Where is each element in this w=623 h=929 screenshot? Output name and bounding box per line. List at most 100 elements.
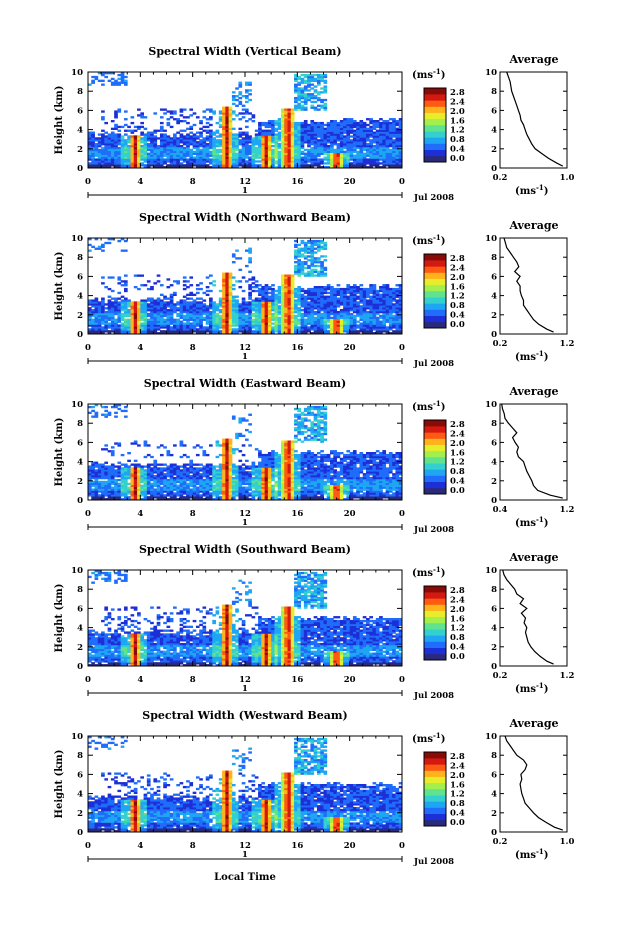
heatmap-cell	[388, 141, 393, 144]
heatmap-cell	[215, 148, 220, 152]
heatmap-cell	[231, 98, 236, 102]
heatmap-cell	[110, 152, 115, 155]
heatmap-cell	[166, 118, 171, 121]
x-tick-label: 4	[137, 343, 143, 353]
heatmap-cell	[271, 307, 275, 310]
heatmap-cell	[130, 324, 135, 327]
heatmap-cell	[392, 123, 396, 127]
heatmap-cell	[398, 287, 403, 291]
heatmap-cell	[326, 127, 331, 130]
heatmap-cell	[267, 287, 272, 291]
heatmap-cell	[88, 144, 92, 148]
heatmap-cell	[189, 310, 194, 314]
heatmap-cell	[346, 129, 351, 132]
heatmap-cell	[182, 287, 187, 291]
heatmap-cell	[97, 152, 102, 155]
heatmap-cell	[192, 303, 197, 306]
heatmap-cell	[238, 91, 243, 94]
heatmap-cell	[277, 307, 282, 310]
heatmap-cell	[287, 309, 292, 312]
heatmap-cell	[212, 332, 216, 335]
heatmap-cell	[392, 146, 396, 150]
heatmap-cell	[310, 166, 315, 169]
heatmap-cell	[218, 164, 223, 167]
heatmap-cell	[209, 299, 213, 302]
heatmap-cell	[101, 463, 105, 466]
heatmap-cell	[186, 328, 190, 331]
heatmap-cell	[212, 314, 216, 318]
heatmap-cell	[320, 324, 324, 327]
heatmap-cell	[303, 261, 308, 264]
heatmap-cell	[104, 307, 109, 310]
heatmap-cell	[372, 139, 377, 142]
heatmap-cell	[297, 141, 301, 144]
heatmap-cell	[336, 137, 341, 140]
heatmap-cell	[212, 137, 216, 140]
heatmap-cell	[228, 314, 233, 318]
heatmap-cell	[388, 291, 393, 295]
heatmap-cell	[388, 312, 393, 316]
heatmap-cell	[297, 89, 301, 92]
heatmap-cell	[254, 318, 259, 321]
heatmap-cell	[375, 129, 380, 132]
heatmap-cell	[366, 291, 370, 295]
heatmap-cell	[199, 144, 203, 148]
heatmap-cell	[323, 143, 328, 146]
heatmap-cell	[91, 484, 95, 487]
heatmap-cell	[182, 284, 187, 287]
heatmap-cell	[375, 125, 380, 129]
heatmap-cell	[153, 328, 158, 331]
heatmap-cell	[307, 83, 311, 86]
heatmap-cell	[330, 154, 334, 157]
heatmap-cell	[212, 133, 216, 136]
heatmap-cell	[215, 152, 220, 155]
heatmap-cell	[271, 301, 275, 304]
heatmap-cell	[261, 154, 266, 157]
heatmap-cell	[388, 301, 393, 304]
heatmap-cell	[241, 158, 246, 161]
heatmap-cell	[323, 301, 328, 304]
heatmap-cell	[385, 150, 390, 154]
heatmap-cell	[303, 249, 308, 252]
heatmap-cell	[205, 108, 210, 111]
heatmap-cell	[209, 289, 213, 293]
heatmap-cell	[137, 125, 141, 129]
heatmap-cell	[294, 108, 298, 111]
heatmap-cell	[261, 322, 266, 325]
heatmap-cell	[313, 270, 318, 273]
heatmap-cell	[238, 158, 243, 161]
heatmap-cell	[88, 320, 92, 323]
heatmap-cell	[362, 162, 367, 165]
heatmap-cell	[245, 110, 249, 113]
heatmap-cell	[307, 312, 311, 316]
heatmap-cell	[218, 309, 223, 312]
heatmap-cell	[153, 326, 158, 329]
heatmap-cell	[274, 299, 279, 302]
heatmap-cell	[388, 305, 393, 308]
heatmap-cell	[117, 108, 122, 111]
colorbar-swatch	[424, 125, 446, 132]
heatmap-cell	[336, 156, 341, 159]
heatmap-cell	[114, 141, 118, 144]
heatmap-cell	[186, 322, 190, 325]
heatmap-cell	[222, 164, 226, 167]
heatmap-cell	[169, 299, 174, 302]
heatmap-cell	[94, 77, 99, 81]
heatmap-cell	[254, 322, 259, 325]
heatmap-cell	[176, 158, 180, 161]
heatmap-cell	[117, 320, 122, 323]
heatmap-cell	[258, 284, 262, 287]
heatmap-cell	[300, 131, 305, 134]
heatmap-cell	[238, 135, 243, 138]
heatmap-cell	[280, 322, 285, 325]
heatmap-cell	[88, 307, 92, 310]
heatmap-cell	[110, 303, 115, 306]
heatmap-cell	[120, 328, 125, 331]
heatmap-cell	[300, 81, 305, 84]
heatmap-cell	[359, 307, 364, 310]
heatmap-cell	[287, 278, 292, 281]
heatmap-cell	[225, 314, 230, 318]
heatmap-cell	[323, 73, 328, 77]
heatmap-cell	[297, 326, 301, 329]
heatmap-cell	[117, 475, 122, 478]
